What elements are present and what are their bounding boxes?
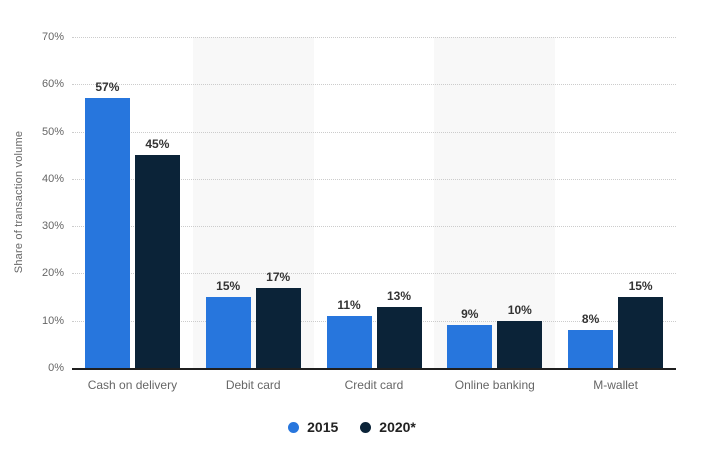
gridline: [72, 131, 676, 133]
x-axis-label: Online banking: [454, 378, 535, 392]
x-axis-label: Debit card: [225, 378, 281, 392]
gridline: [72, 273, 676, 275]
y-tick-label: 30%: [41, 220, 64, 233]
legend-label: 2020*: [379, 419, 416, 435]
y-tick-label: 20%: [41, 267, 64, 280]
bar-2015-m-wallet[interactable]: [568, 330, 614, 368]
value-label: 15%: [628, 279, 653, 294]
bar-2020-cash-on-delivery[interactable]: [134, 155, 180, 368]
value-label: 13%: [386, 288, 412, 303]
legend-item-2020-[interactable]: 2020*: [360, 419, 416, 435]
bar-2015-online-banking[interactable]: [447, 325, 493, 368]
legend-label: 2015: [307, 419, 339, 435]
gridline: [72, 226, 676, 228]
value-label: 57%: [95, 80, 120, 95]
x-axis-label: M-wallet: [593, 378, 638, 392]
legend-marker-icon: [288, 421, 300, 433]
value-label: 10%: [507, 302, 532, 317]
value-label: 9%: [461, 307, 479, 322]
y-tick-label: 10%: [41, 314, 64, 327]
y-tick-label: 0%: [48, 362, 64, 374]
category-band: [434, 37, 556, 368]
value-label: 8%: [581, 312, 600, 327]
legend-item-2015[interactable]: 2015: [288, 419, 338, 435]
bar-2020-m-wallet[interactable]: [618, 297, 664, 368]
y-tick-label: 70%: [41, 31, 64, 43]
x-axis-label: Cash on delivery: [87, 378, 178, 392]
value-label: 11%: [337, 297, 361, 312]
value-label: 15%: [216, 279, 241, 294]
gridline: [72, 84, 676, 86]
value-label: 17%: [266, 269, 291, 284]
y-tick-label: 40%: [41, 172, 64, 185]
legend-marker-icon: [360, 421, 372, 433]
y-axis-title: Share of transaction volume: [13, 130, 25, 274]
bar-2015-cash-on-delivery[interactable]: [84, 98, 130, 368]
bar-2020-debit-card[interactable]: [255, 287, 301, 368]
legend: 2015 2020*: [0, 419, 704, 435]
gridline: [72, 178, 676, 180]
gridline: [72, 37, 676, 38]
y-tick-label: 60%: [41, 78, 64, 91]
bar-2015-debit-card[interactable]: [205, 297, 251, 368]
value-label: 45%: [145, 137, 170, 152]
x-axis-line: [72, 368, 676, 370]
x-axis-label: Credit card: [344, 378, 404, 392]
gridline: [72, 320, 676, 322]
y-tick-label: 50%: [41, 125, 64, 138]
bar-2020-credit-card[interactable]: [376, 306, 422, 368]
bar-2020-online-banking[interactable]: [497, 320, 543, 368]
bar-2015-credit-card[interactable]: [326, 315, 372, 368]
